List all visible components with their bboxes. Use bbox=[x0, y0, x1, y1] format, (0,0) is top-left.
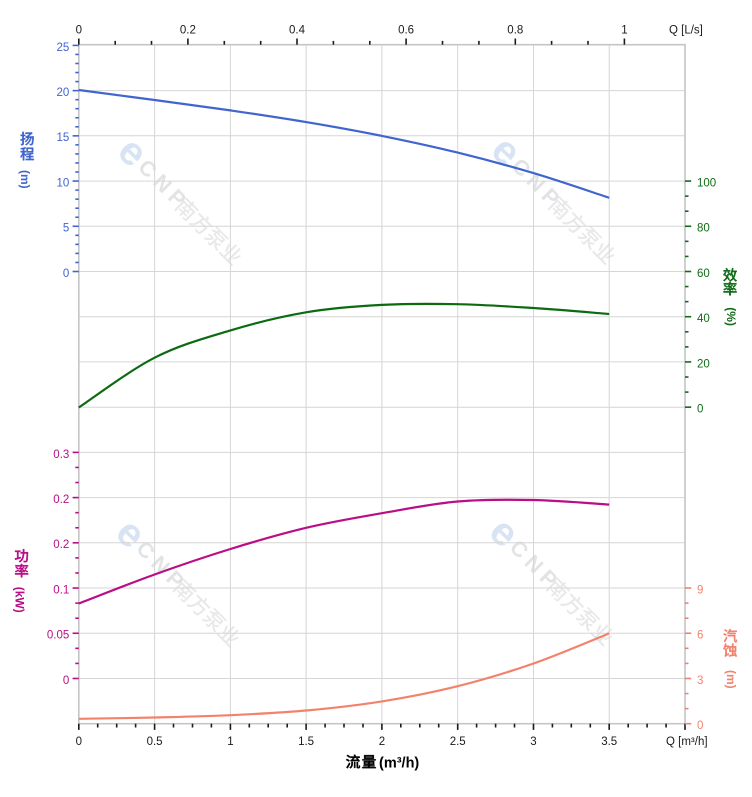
svg-text:(kW): (kW) bbox=[13, 587, 27, 613]
svg-text:0.05: 0.05 bbox=[47, 630, 69, 642]
svg-text:0: 0 bbox=[63, 268, 69, 280]
svg-text:20: 20 bbox=[57, 87, 70, 99]
svg-text:0.1: 0.1 bbox=[53, 584, 69, 596]
svg-text:40: 40 bbox=[697, 313, 710, 325]
svg-text:0.8: 0.8 bbox=[507, 25, 523, 37]
svg-text:Q [L/s]: Q [L/s] bbox=[669, 25, 703, 37]
svg-text:2: 2 bbox=[379, 736, 385, 748]
svg-text:0: 0 bbox=[76, 736, 82, 748]
svg-text:15: 15 bbox=[57, 132, 70, 144]
svg-text:0.6: 0.6 bbox=[398, 25, 414, 37]
svg-text:0.3: 0.3 bbox=[53, 449, 69, 461]
svg-text:0: 0 bbox=[63, 675, 69, 687]
svg-text:0.2: 0.2 bbox=[53, 494, 69, 506]
svg-text:80: 80 bbox=[697, 223, 710, 235]
svg-text:3.5: 3.5 bbox=[601, 736, 617, 748]
svg-text:(m): (m) bbox=[724, 670, 738, 689]
svg-text:0: 0 bbox=[697, 720, 703, 732]
svg-text:6: 6 bbox=[697, 630, 703, 642]
svg-text:5: 5 bbox=[63, 223, 69, 235]
svg-text:1: 1 bbox=[621, 25, 627, 37]
svg-text:Q [m³/h]: Q [m³/h] bbox=[666, 736, 708, 748]
svg-text:(m³/h): (m³/h) bbox=[379, 755, 419, 771]
svg-text:(%): (%) bbox=[724, 307, 738, 326]
svg-text:1: 1 bbox=[227, 736, 233, 748]
svg-text:0.2: 0.2 bbox=[53, 539, 69, 551]
svg-text:3: 3 bbox=[530, 736, 536, 748]
svg-text:20: 20 bbox=[697, 358, 710, 370]
svg-text:100: 100 bbox=[697, 178, 716, 190]
svg-text:0: 0 bbox=[697, 404, 703, 416]
svg-text:0.4: 0.4 bbox=[289, 25, 306, 37]
svg-text:10: 10 bbox=[57, 178, 70, 190]
svg-text:2.5: 2.5 bbox=[450, 736, 466, 748]
svg-text:9: 9 bbox=[697, 584, 703, 596]
svg-text:60: 60 bbox=[697, 268, 710, 280]
svg-text:0.5: 0.5 bbox=[147, 736, 163, 748]
svg-text:(m): (m) bbox=[18, 170, 32, 189]
svg-text:0: 0 bbox=[76, 25, 82, 37]
svg-text:1.5: 1.5 bbox=[298, 736, 314, 748]
svg-text:3: 3 bbox=[697, 675, 703, 687]
svg-text:0.2: 0.2 bbox=[180, 25, 196, 37]
svg-text:25: 25 bbox=[57, 42, 70, 54]
